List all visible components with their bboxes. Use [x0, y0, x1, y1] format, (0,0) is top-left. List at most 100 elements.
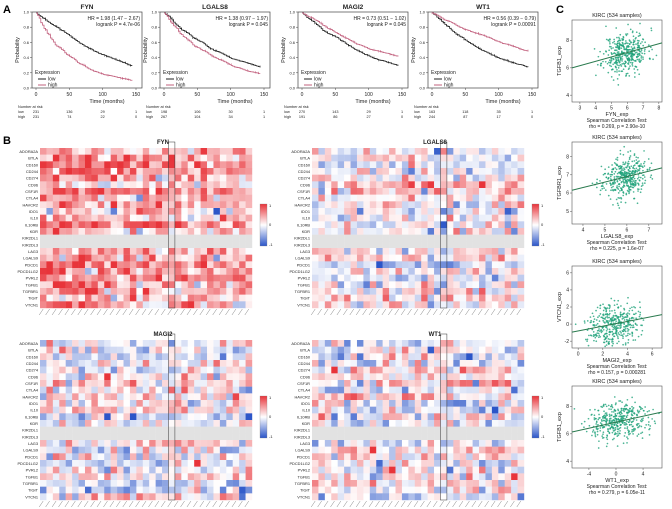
- km-risk-high-value: 0: [401, 115, 403, 119]
- heatmap-cell: [213, 288, 221, 295]
- heatmap-cell: [401, 148, 409, 155]
- heatmap-cell: [91, 346, 99, 354]
- heatmap-cell: [104, 274, 111, 282]
- heatmap-cell: [324, 281, 332, 289]
- heatmap-cell: [344, 440, 351, 447]
- heatmap-cell: [434, 473, 441, 481]
- heatmap-cell: [350, 234, 358, 242]
- heatmap-cell: [200, 353, 208, 361]
- heatmap-cell: [187, 446, 195, 454]
- heatmap-cell: [485, 194, 493, 202]
- heatmap-cell: [207, 294, 214, 302]
- heatmap-cell: [331, 486, 338, 494]
- heatmap-cell: [52, 234, 60, 242]
- heatmap-cell: [46, 446, 54, 454]
- heatmap-cell: [174, 460, 182, 467]
- heatmap-title: FYN: [157, 140, 169, 146]
- heatmap-cell: [136, 268, 143, 275]
- heatmap-cell: [110, 241, 118, 249]
- heatmap-cell: [498, 214, 505, 222]
- scatter-point: [620, 334, 622, 337]
- heatmap-cell: [472, 214, 480, 222]
- heatmap-cell: [427, 420, 435, 427]
- heatmap-cell: [155, 366, 163, 374]
- heatmap-cell: [187, 393, 195, 401]
- heatmap-cell: [382, 420, 390, 427]
- scatter-point: [626, 162, 629, 165]
- heatmap-cell: [504, 366, 512, 374]
- km-risk-high-value: 0: [135, 115, 137, 119]
- heatmap-cell: [136, 420, 143, 427]
- heatmap-cell: [498, 413, 505, 421]
- heatmap-cell: [414, 486, 422, 494]
- heatmap-cell: [331, 340, 338, 347]
- heatmap-cell: [52, 466, 60, 474]
- heatmap-cell: [84, 254, 92, 262]
- heatmap-cell: [459, 446, 467, 454]
- heatmap-cell: [40, 386, 47, 394]
- heatmap-row-label: IDO1: [301, 209, 310, 214]
- scatter-point: [621, 60, 623, 62]
- heatmap-cell: [363, 406, 371, 414]
- km-risk-low-value: 163: [429, 110, 435, 114]
- heatmap-cell: [136, 228, 143, 235]
- heatmap-cell: [59, 413, 66, 421]
- scatter-point: [604, 60, 607, 63]
- heatmap-cell: [498, 234, 505, 242]
- heatmap-cell: [446, 221, 454, 229]
- heatmap-cell: [136, 294, 143, 302]
- heatmap-cell: [312, 248, 319, 255]
- heatmap-cell: [472, 281, 480, 289]
- heatmap-cell: [427, 288, 435, 295]
- heatmap-cell: [155, 274, 163, 282]
- heatmap-cell: [382, 268, 390, 275]
- heatmap-cell: [517, 254, 525, 262]
- scatter-point: [611, 331, 613, 333]
- heatmap-cell: [104, 420, 111, 427]
- heatmap-cell: [239, 466, 246, 474]
- heatmap-cell: [376, 294, 383, 302]
- heatmap-cell: [434, 453, 441, 461]
- heatmap-cell: [117, 446, 124, 454]
- heatmap-cell: [491, 380, 499, 387]
- scatter-point: [615, 175, 618, 178]
- heatmap-cell: [149, 433, 156, 441]
- scatter-point: [650, 162, 653, 165]
- scatter-point: [617, 317, 619, 320]
- heatmap-cell: [356, 248, 364, 255]
- heatmap-cell: [91, 301, 99, 309]
- heatmap-cell: [318, 181, 326, 189]
- heatmap-cell: [142, 353, 150, 361]
- heatmap-cell: [312, 194, 319, 202]
- heatmap-cell: [110, 360, 118, 367]
- heatmap-cell: [155, 221, 163, 229]
- heatmap-cell: [219, 301, 227, 309]
- heatmap-cell: [491, 241, 499, 249]
- heatmap-cell: [104, 340, 111, 347]
- heatmap-cell: [162, 493, 169, 501]
- heatmap-cell: [427, 393, 435, 401]
- heatmap-cell: [181, 208, 188, 215]
- heatmap-cell: [485, 406, 493, 414]
- heatmap-cell: [440, 194, 448, 202]
- heatmap-cell: [369, 281, 377, 289]
- heatmap-cell: [356, 288, 364, 295]
- heatmap-cell: [453, 261, 460, 269]
- heatmap-cell: [369, 466, 377, 474]
- heatmap-cell: [498, 261, 505, 269]
- heatmap-cell: [123, 254, 131, 262]
- heatmap-cell: [408, 194, 415, 202]
- heatmap-cell: [174, 360, 182, 367]
- heatmap-cell: [91, 366, 99, 374]
- heatmap-row-label: TGFBR1: [23, 481, 38, 486]
- heatmap-cell: [427, 480, 435, 487]
- heatmap-cell: [382, 360, 390, 367]
- heatmap-row-label: CTLA4: [26, 388, 39, 393]
- heatmap-cell: [59, 400, 66, 407]
- heatmap-cell: [149, 234, 156, 242]
- heatmap-cell: [207, 194, 214, 202]
- scatter-x-tick-label: 4: [594, 106, 597, 112]
- heatmap-cell: [491, 386, 499, 394]
- heatmap-cell: [485, 466, 493, 474]
- heatmap-cell: [344, 268, 351, 275]
